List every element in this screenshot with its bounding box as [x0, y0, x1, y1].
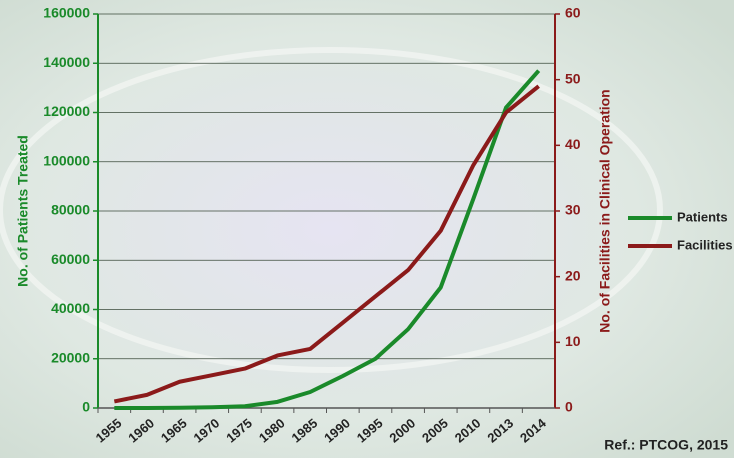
y-tick-label: 140000	[43, 54, 90, 70]
y-tick-label: 80000	[51, 202, 90, 218]
decoration	[0, 47, 663, 373]
legend-label: Facilities	[677, 237, 733, 252]
y-tick-label: 40000	[51, 300, 90, 316]
y2-axis-label: No. of Facilities in Clinical Operation	[597, 89, 613, 332]
y2-tick-label: 50	[565, 70, 581, 86]
y-axis-label: No. of Patients Treated	[15, 135, 31, 287]
y2-tick-label: 20	[565, 267, 581, 283]
series-line	[113, 84, 540, 404]
y-tick-label: 0	[82, 399, 90, 415]
annotation: Ref.: PTCOG, 2015	[604, 437, 728, 453]
y2-tick-label: 0	[565, 399, 573, 415]
y2-tick-label: 30	[565, 202, 581, 218]
y2-tick-label: 60	[565, 5, 581, 21]
y-tick-label: 160000	[43, 5, 90, 21]
y-tick-label: 120000	[43, 103, 90, 119]
series-line	[114, 69, 541, 410]
legend-label: Patients	[677, 209, 728, 224]
y-tick-label: 100000	[43, 152, 90, 168]
y2-tick-label: 40	[565, 136, 581, 152]
y-tick-label: 20000	[51, 349, 90, 365]
y-tick-label: 60000	[51, 251, 90, 267]
y2-tick-label: 10	[565, 333, 581, 349]
